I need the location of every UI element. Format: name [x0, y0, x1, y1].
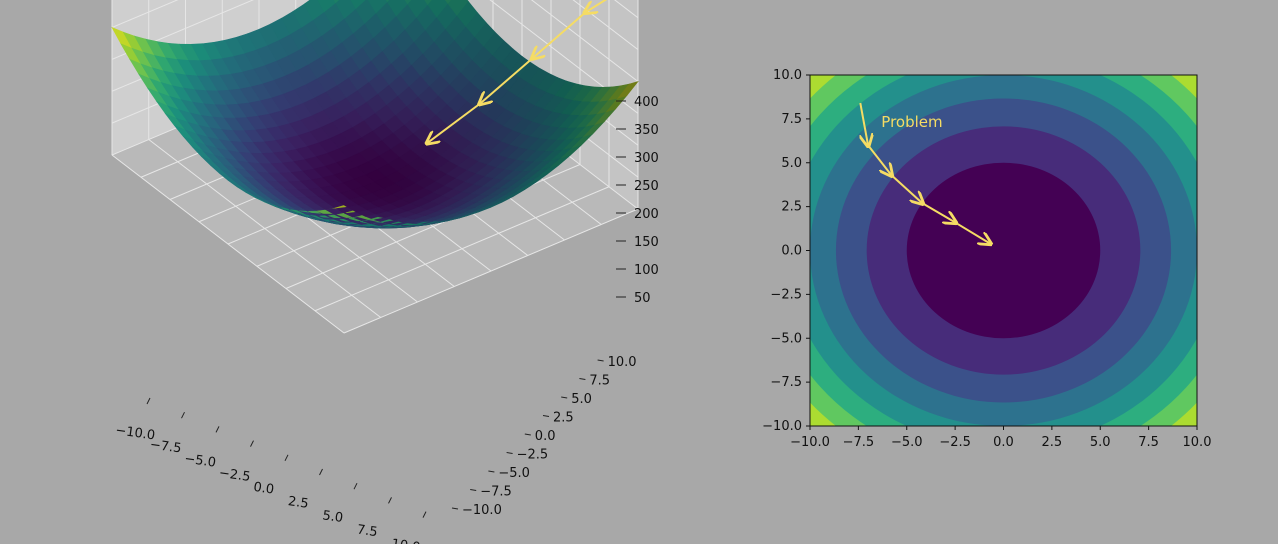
- y-tick-label: 7.5: [589, 374, 610, 389]
- contour-y-tick-label: −10.0: [762, 419, 802, 434]
- y-tick-label: 2.5: [553, 411, 574, 426]
- contour-x-tick-label: 5.0: [1090, 435, 1111, 450]
- contour-x-tick-label: −10.0: [790, 435, 830, 450]
- x-tick-label: 5.0: [321, 508, 344, 526]
- path-arrow-3d: [428, 102, 481, 143]
- z-tick-label: 300: [634, 151, 659, 166]
- x-tick-label: −2.5: [218, 466, 251, 485]
- x-tick-label: 2.5: [287, 494, 310, 512]
- contour-x-tick-label: −7.5: [843, 435, 875, 450]
- z-tick-label: 250: [634, 179, 659, 194]
- contour-y-tick-label: 10.0: [773, 68, 802, 83]
- path-arrow-3d: [585, 0, 608, 12]
- z-tick-label: 350: [634, 123, 659, 138]
- contour-band: [906, 162, 1101, 339]
- contour-y-tick-label: −7.5: [770, 375, 802, 390]
- y-tick-label: 0.0: [535, 429, 556, 444]
- z-tick-label: 50: [634, 291, 651, 306]
- z-tick-label: 150: [634, 235, 659, 250]
- contour-x-tick-label: 7.5: [1138, 435, 1159, 450]
- x-tick-label: 7.5: [356, 523, 379, 541]
- y-tick-label: 10.0: [608, 355, 637, 370]
- contour-x-tick-label: −2.5: [939, 435, 971, 450]
- x-tick-label: −5.0: [183, 452, 216, 471]
- contour-y-tick-label: 5.0: [781, 156, 802, 171]
- x-tick-label: 10.0: [390, 537, 421, 544]
- path-arrow-2d: [860, 102, 868, 145]
- surface-3d-chart: Problem50100150200250300350400−10.0−7.5−…: [111, 0, 659, 544]
- path-arrow-2d: [890, 174, 922, 203]
- contour-x-tick-label: 2.5: [1042, 435, 1063, 450]
- y-tick-label: −7.5: [480, 485, 512, 500]
- z-tick-label: 400: [634, 95, 659, 110]
- y-tick-label: −2.5: [517, 448, 549, 463]
- path-arrow-3d: [480, 57, 534, 104]
- contour-y-tick-label: −2.5: [770, 287, 802, 302]
- contour-y-tick-label: −5.0: [770, 331, 802, 346]
- contour-y-tick-label: 0.0: [781, 244, 802, 259]
- y-tick-label: −10.0: [462, 503, 502, 518]
- path-arrow-3d: [533, 11, 587, 58]
- z-tick-label: 100: [634, 263, 659, 278]
- contour-x-tick-label: 0.0: [993, 435, 1014, 450]
- path-arrow-2d: [954, 221, 990, 243]
- contour-x-tick-label: 10.0: [1183, 435, 1212, 450]
- x-tick-label: −7.5: [149, 437, 182, 456]
- path-arrow-2d: [867, 144, 891, 175]
- annotation-problem-2d: Problem: [881, 113, 942, 131]
- x-tick-label: 0.0: [252, 480, 275, 498]
- y-tick-label: 5.0: [571, 392, 592, 407]
- path-arrow-2d: [921, 202, 955, 222]
- y-tick-label: −5.0: [498, 466, 530, 481]
- contour-y-tick-label: 7.5: [781, 112, 802, 127]
- contour-x-tick-label: −5.0: [891, 435, 923, 450]
- x-tick-label: −10.0: [114, 423, 156, 443]
- z-tick-label: 200: [634, 207, 659, 222]
- contour-y-tick-label: 2.5: [781, 200, 802, 215]
